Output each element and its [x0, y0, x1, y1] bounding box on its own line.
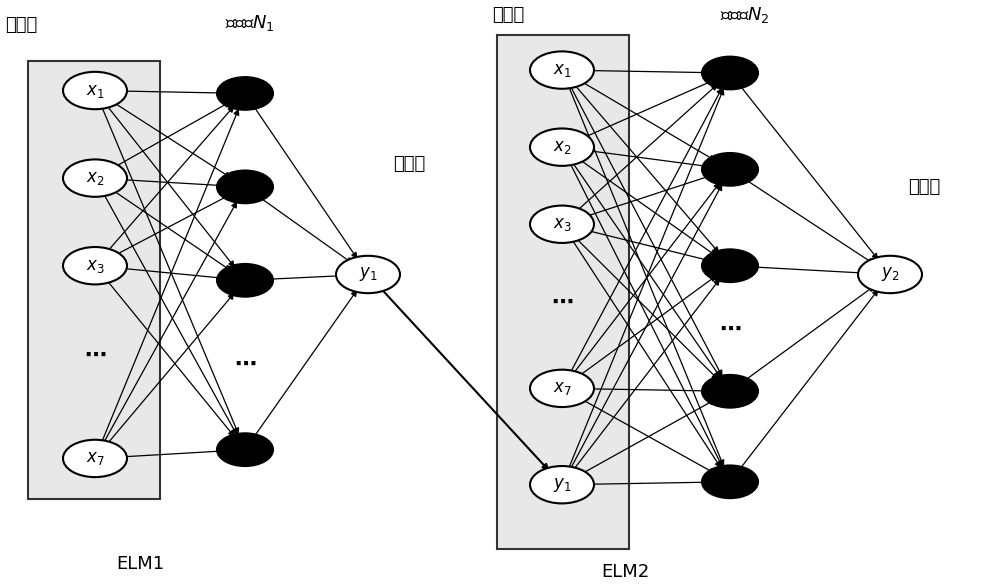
Text: $x_2$: $x_2$: [86, 169, 104, 187]
Circle shape: [217, 264, 273, 297]
Circle shape: [702, 375, 758, 408]
Circle shape: [530, 466, 594, 503]
Text: $x_1$: $x_1$: [553, 61, 571, 79]
Text: 输入层: 输入层: [5, 16, 37, 33]
Text: ELM2: ELM2: [601, 564, 649, 581]
Text: ⋯: ⋯: [234, 355, 256, 375]
Text: $x_3$: $x_3$: [553, 215, 571, 233]
Bar: [497, 35, 629, 549]
Text: $y_1$: $y_1$: [359, 266, 377, 283]
Circle shape: [530, 370, 594, 407]
Text: $x_7$: $x_7$: [86, 450, 104, 467]
Circle shape: [702, 465, 758, 498]
Circle shape: [530, 128, 594, 166]
Text: ⋯: ⋯: [551, 293, 573, 312]
Text: ELM1: ELM1: [116, 555, 164, 572]
Text: $x_3$: $x_3$: [86, 257, 104, 274]
Text: 隐含层$N_2$: 隐含层$N_2$: [720, 5, 770, 25]
Circle shape: [702, 57, 758, 89]
Circle shape: [217, 77, 273, 110]
Circle shape: [336, 256, 400, 293]
Circle shape: [702, 249, 758, 282]
Circle shape: [530, 206, 594, 243]
Text: 隐含层$N_1$: 隐含层$N_1$: [225, 13, 275, 33]
Text: ⋯: ⋯: [719, 320, 741, 340]
Circle shape: [63, 159, 127, 197]
Text: $y_1$: $y_1$: [553, 476, 571, 493]
Text: $x_7$: $x_7$: [553, 380, 571, 397]
Circle shape: [858, 256, 922, 293]
Circle shape: [63, 440, 127, 477]
Text: $x_1$: $x_1$: [86, 82, 104, 99]
Circle shape: [217, 433, 273, 466]
Circle shape: [217, 171, 273, 203]
Bar: [28, 61, 160, 499]
Text: 输入层: 输入层: [492, 6, 524, 23]
Text: ⋯: ⋯: [84, 346, 106, 366]
Circle shape: [63, 72, 127, 109]
Circle shape: [63, 247, 127, 284]
Circle shape: [530, 51, 594, 89]
Text: $y_2$: $y_2$: [881, 266, 899, 283]
Circle shape: [702, 153, 758, 186]
Text: $x_2$: $x_2$: [553, 138, 571, 156]
Text: 输出层: 输出层: [908, 178, 940, 196]
Text: 输出层: 输出层: [393, 155, 425, 172]
